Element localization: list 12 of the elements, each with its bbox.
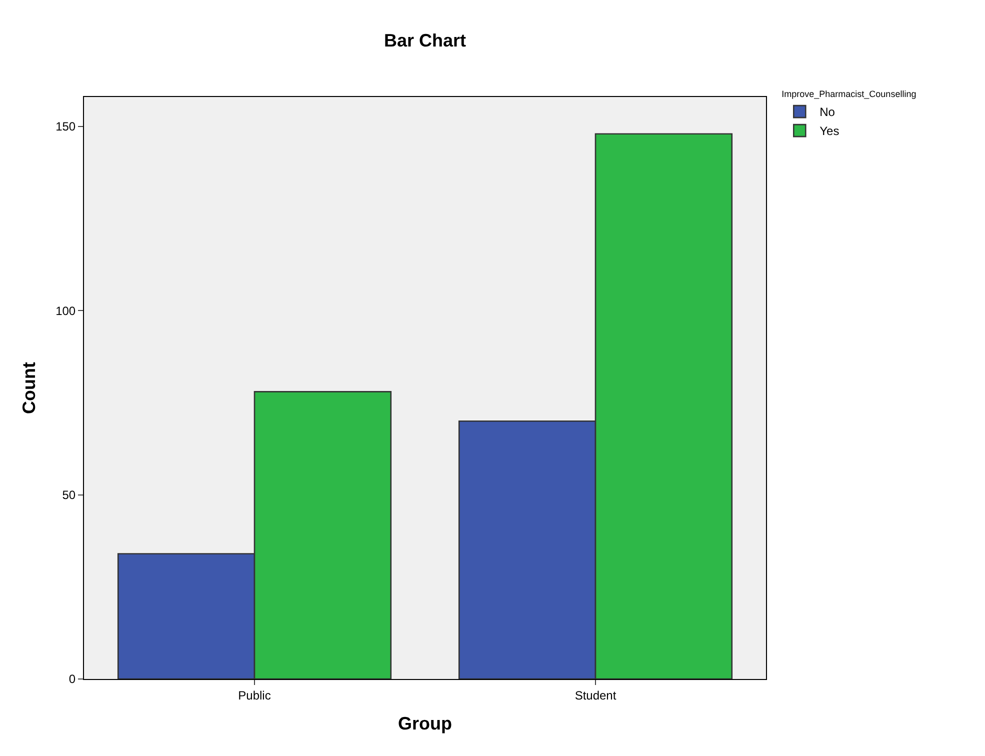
x-axis-title: Group <box>398 714 452 734</box>
legend-title: Improve_Pharmacist_Counselling <box>782 89 916 100</box>
y-tick-label: 0 <box>68 672 76 686</box>
y-tick-label: 150 <box>56 120 76 134</box>
chart-title: Bar Chart <box>384 30 466 51</box>
y-tick-label: 50 <box>62 488 76 502</box>
x-tick-label: Public <box>238 688 271 702</box>
x-tick-label: Student <box>574 688 617 702</box>
legend-label: No <box>820 105 836 120</box>
legend-label: Yes <box>820 124 840 138</box>
y-axis-title: Count <box>18 362 39 414</box>
y-tick-label: 100 <box>56 304 76 318</box>
